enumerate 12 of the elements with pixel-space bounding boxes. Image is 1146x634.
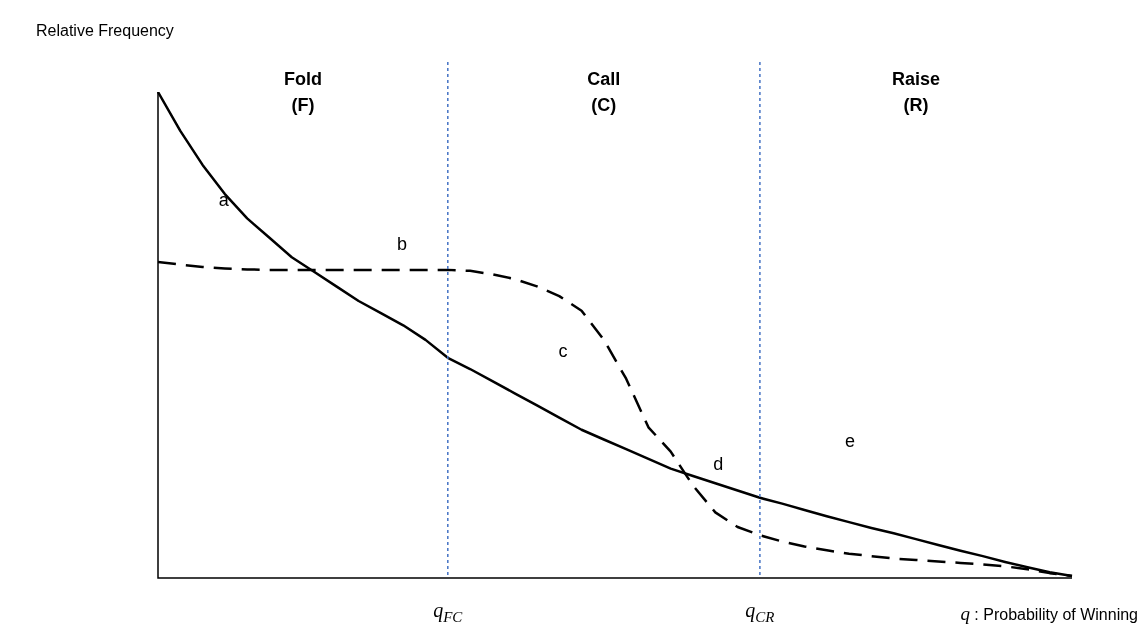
x-tick-label: q$_{CR}$	[745, 599, 775, 625]
y-axis-title: Relative Frequency	[36, 22, 174, 39]
annotation: b	[397, 234, 408, 255]
annotation: c	[558, 340, 568, 361]
annotation: e	[844, 430, 855, 451]
x-axis-title: q : Probability of Winning	[960, 603, 1138, 624]
annotation: a	[218, 190, 230, 211]
annotation: d	[713, 453, 724, 474]
x-tick-label: q$_{FC}$	[433, 599, 463, 625]
annotation: Raise (R)	[891, 68, 940, 115]
annotation: Call (C)	[587, 68, 621, 115]
annotation: Fold (F)	[283, 68, 322, 115]
